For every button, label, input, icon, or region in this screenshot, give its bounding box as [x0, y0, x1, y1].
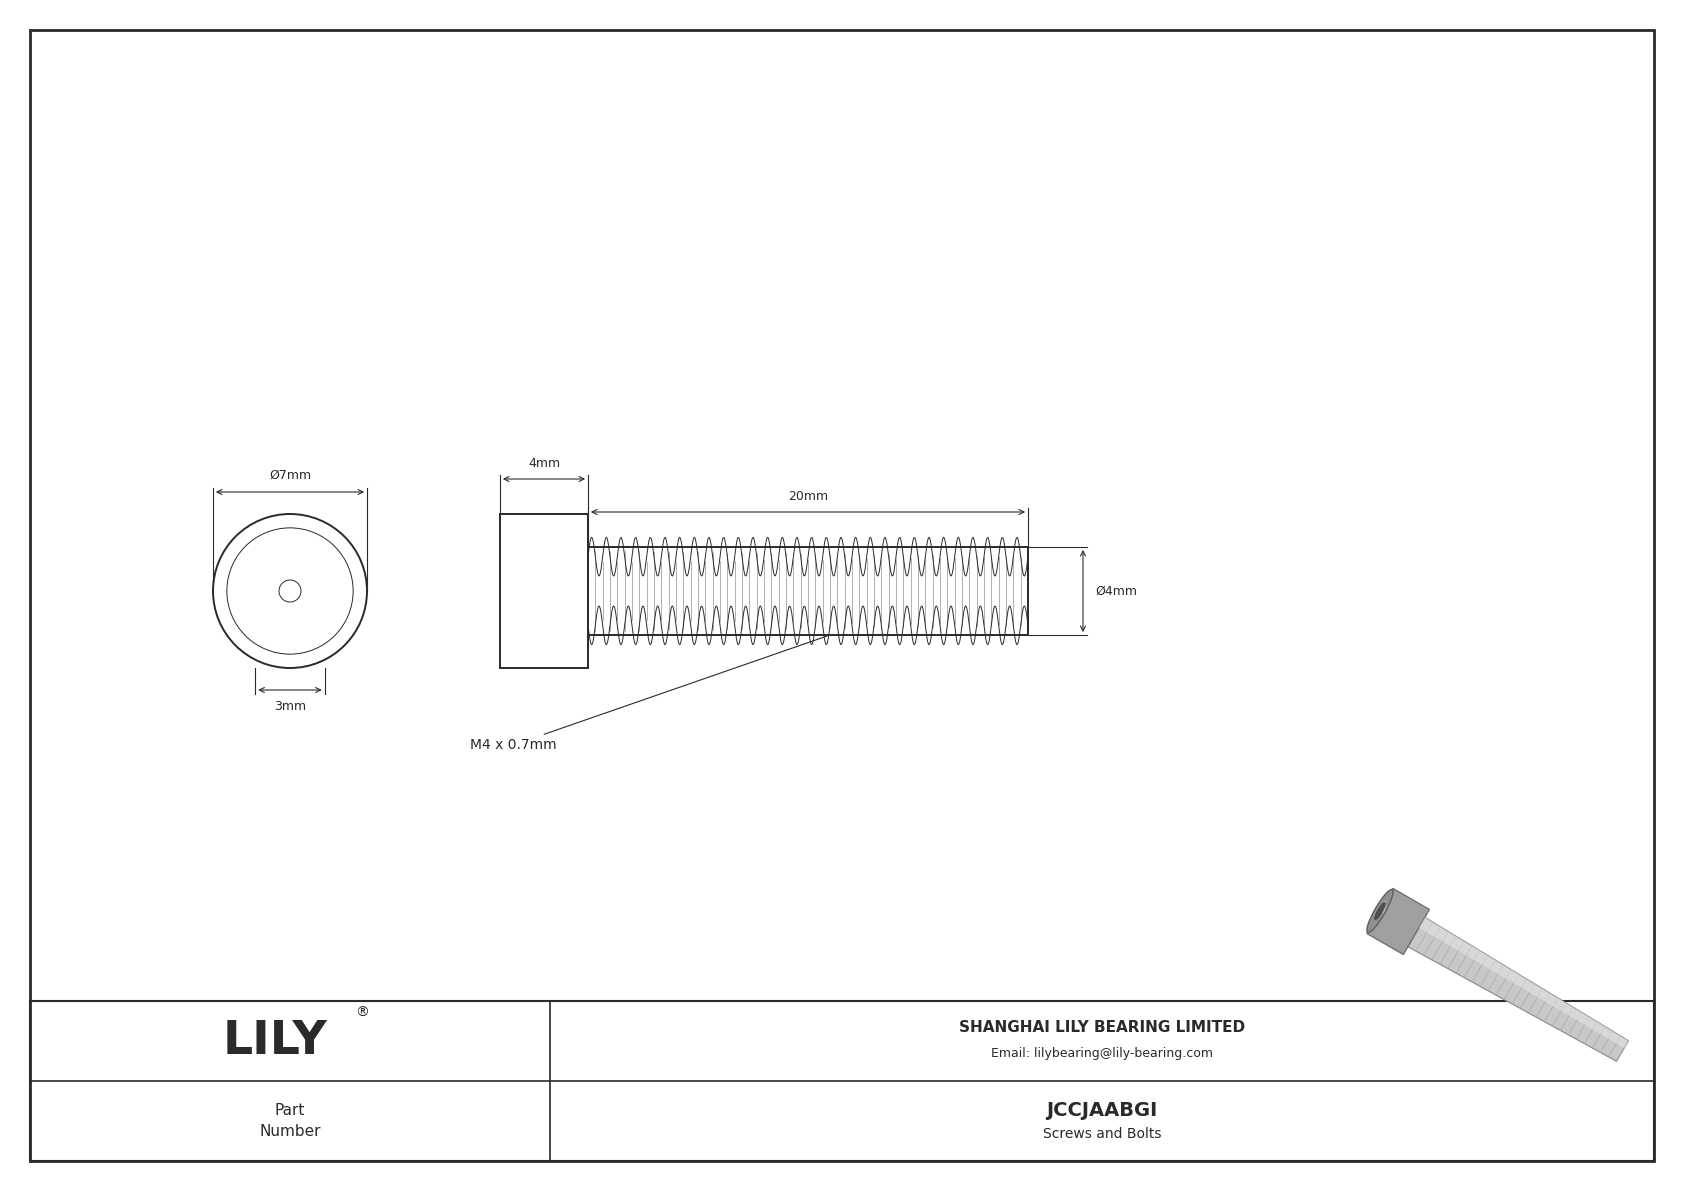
Text: Ø7mm: Ø7mm: [269, 469, 312, 482]
Bar: [588, 547, 1027, 635]
Polygon shape: [1420, 917, 1628, 1048]
Text: Part
Number: Part Number: [259, 1103, 320, 1139]
Circle shape: [280, 580, 301, 601]
Ellipse shape: [1374, 903, 1386, 919]
Bar: [30, 1000, 1654, 1161]
Text: Email: lilybearing@lily-bearing.com: Email: lilybearing@lily-bearing.com: [990, 1048, 1212, 1060]
Text: Ø4mm: Ø4mm: [1095, 585, 1137, 598]
Text: 20mm: 20mm: [788, 490, 829, 503]
Text: LILY: LILY: [222, 1018, 327, 1064]
Circle shape: [212, 515, 367, 668]
Polygon shape: [1367, 888, 1430, 954]
Bar: [500, 515, 588, 668]
Text: SHANGHAI LILY BEARING LIMITED: SHANGHAI LILY BEARING LIMITED: [958, 1021, 1244, 1035]
Ellipse shape: [1383, 900, 1386, 913]
Text: M4 x 0.7mm: M4 x 0.7mm: [470, 636, 827, 752]
Ellipse shape: [1367, 890, 1393, 933]
Text: 4mm: 4mm: [529, 457, 561, 470]
Text: JCCJAABGI: JCCJAABGI: [1046, 1102, 1157, 1121]
Polygon shape: [1408, 917, 1628, 1061]
Text: 3mm: 3mm: [274, 700, 306, 713]
Text: ®: ®: [355, 1006, 369, 1019]
Text: Screws and Bolts: Screws and Bolts: [1042, 1127, 1162, 1141]
